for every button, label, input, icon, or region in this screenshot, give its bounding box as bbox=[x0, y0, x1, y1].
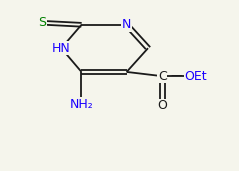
Text: OEt: OEt bbox=[184, 70, 207, 83]
Text: NH₂: NH₂ bbox=[70, 98, 93, 111]
Text: O: O bbox=[157, 99, 167, 112]
Text: S: S bbox=[38, 16, 46, 29]
Text: N: N bbox=[122, 18, 131, 31]
Text: —: — bbox=[171, 69, 182, 82]
Text: HN: HN bbox=[52, 42, 71, 55]
Text: C: C bbox=[158, 70, 167, 83]
